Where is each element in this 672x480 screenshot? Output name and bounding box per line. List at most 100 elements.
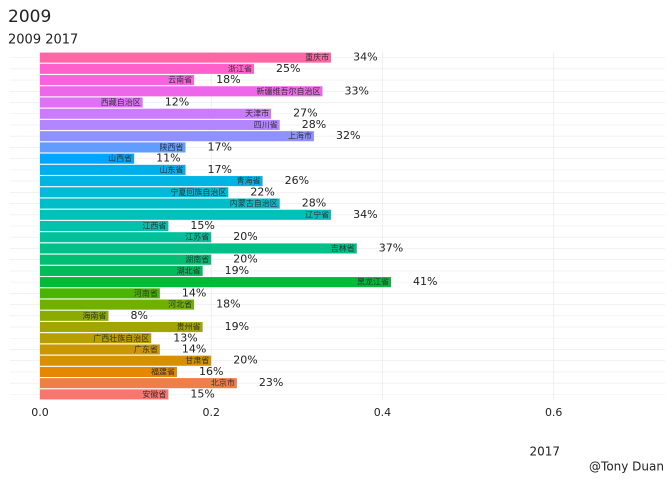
bar bbox=[39, 277, 392, 288]
credit: @Tony Duan bbox=[589, 460, 664, 474]
value-label: 11% bbox=[156, 152, 180, 165]
category-label: 黑龙江省 bbox=[357, 277, 389, 287]
category-label: 上海市 bbox=[288, 131, 312, 141]
bar bbox=[39, 176, 263, 187]
value-label: 19% bbox=[225, 320, 249, 333]
category-label: 青海省 bbox=[237, 176, 261, 186]
category-label: 广西壮族自治区 bbox=[93, 333, 149, 343]
value-label: 16% bbox=[199, 365, 223, 378]
category-label: 江苏省 bbox=[185, 232, 209, 242]
bar bbox=[39, 378, 237, 389]
category-label: 贵州省 bbox=[177, 322, 201, 332]
bar bbox=[39, 153, 135, 164]
category-label: 江西省 bbox=[142, 221, 166, 231]
category-label: 海南省 bbox=[82, 310, 106, 320]
category-label: 云南省 bbox=[168, 75, 192, 85]
bar bbox=[39, 265, 203, 276]
bar bbox=[39, 97, 143, 108]
category-label: 湖北省 bbox=[177, 265, 201, 275]
value-label: 27% bbox=[293, 107, 317, 120]
bar bbox=[39, 288, 160, 299]
value-label: 22% bbox=[250, 185, 274, 198]
value-label: 41% bbox=[413, 275, 437, 288]
bar bbox=[39, 131, 314, 142]
category-label: 甘肃省 bbox=[185, 355, 209, 365]
category-label: 辽宁省 bbox=[305, 209, 329, 219]
bar bbox=[39, 187, 229, 198]
category-label: 北京市 bbox=[211, 378, 235, 388]
category-label: 山西省 bbox=[108, 153, 132, 163]
bar bbox=[39, 333, 152, 344]
chart-subtitle: 2009 2017 bbox=[8, 33, 78, 48]
value-label: 15% bbox=[190, 387, 214, 400]
value-label: 25% bbox=[276, 62, 300, 75]
bar bbox=[39, 119, 280, 131]
bar bbox=[39, 232, 212, 243]
value-label: 32% bbox=[336, 129, 360, 142]
bar bbox=[39, 389, 169, 400]
value-label: 28% bbox=[302, 118, 326, 131]
category-label: 西藏自治区 bbox=[101, 97, 141, 107]
bar bbox=[39, 243, 357, 254]
value-label: 8% bbox=[130, 309, 147, 322]
category-label: 重庆市 bbox=[305, 52, 329, 62]
value-label: 13% bbox=[173, 331, 197, 344]
bar bbox=[39, 108, 272, 119]
value-label: 33% bbox=[345, 84, 369, 97]
value-label: 19% bbox=[225, 264, 249, 277]
category-label: 新疆维吾尔自治区 bbox=[257, 86, 321, 96]
x-tick-label: 0.2 bbox=[202, 406, 220, 419]
category-label: 广东省 bbox=[134, 344, 158, 354]
bar bbox=[39, 321, 203, 333]
bar bbox=[39, 52, 332, 63]
category-label: 吉林省 bbox=[331, 243, 355, 253]
category-label: 福建省 bbox=[151, 366, 175, 376]
value-label: 28% bbox=[302, 197, 326, 210]
bar bbox=[39, 299, 195, 310]
bar bbox=[39, 344, 160, 355]
bar bbox=[39, 254, 212, 265]
bar bbox=[39, 75, 195, 86]
category-label: 四川省 bbox=[254, 119, 278, 129]
value-label: 12% bbox=[165, 96, 189, 109]
category-label: 河南省 bbox=[134, 288, 158, 298]
value-label: 26% bbox=[285, 174, 309, 187]
value-label: 34% bbox=[353, 208, 377, 221]
bar bbox=[39, 63, 255, 74]
bar bbox=[39, 142, 186, 153]
category-label: 宁夏回族自治区 bbox=[170, 187, 226, 197]
x-tick-label: 0.0 bbox=[31, 406, 49, 419]
value-label: 23% bbox=[259, 376, 283, 389]
category-label: 湖南省 bbox=[185, 254, 209, 264]
category-label: 天津市 bbox=[245, 108, 269, 118]
category-label: 安徽省 bbox=[142, 389, 166, 399]
value-label: 14% bbox=[182, 342, 206, 355]
category-label: 陕西省 bbox=[160, 142, 184, 152]
value-label: 18% bbox=[216, 73, 240, 86]
value-label: 14% bbox=[182, 286, 206, 299]
value-label: 15% bbox=[190, 219, 214, 232]
value-label: 18% bbox=[216, 298, 240, 311]
category-label: 山东省 bbox=[160, 164, 184, 174]
value-label: 17% bbox=[208, 163, 232, 176]
bar bbox=[39, 198, 280, 209]
value-label: 37% bbox=[379, 241, 403, 254]
category-label: 浙江省 bbox=[228, 63, 252, 73]
category-label: 内蒙古自治区 bbox=[230, 198, 278, 208]
caption: 2017 bbox=[529, 445, 560, 459]
chart-title: 2009 bbox=[8, 7, 51, 27]
category-label: 河北省 bbox=[168, 299, 192, 309]
value-label: 20% bbox=[233, 354, 257, 367]
bar bbox=[39, 220, 169, 232]
bar bbox=[39, 310, 109, 321]
x-tick-label: 0.4 bbox=[374, 406, 392, 419]
value-label: 20% bbox=[233, 253, 257, 266]
value-label: 17% bbox=[208, 140, 232, 153]
bar bbox=[39, 86, 323, 97]
bar bbox=[39, 209, 332, 220]
bar bbox=[39, 355, 212, 366]
bar bbox=[39, 366, 177, 377]
x-tick-label: 0.6 bbox=[545, 406, 563, 419]
value-label: 34% bbox=[353, 51, 377, 64]
